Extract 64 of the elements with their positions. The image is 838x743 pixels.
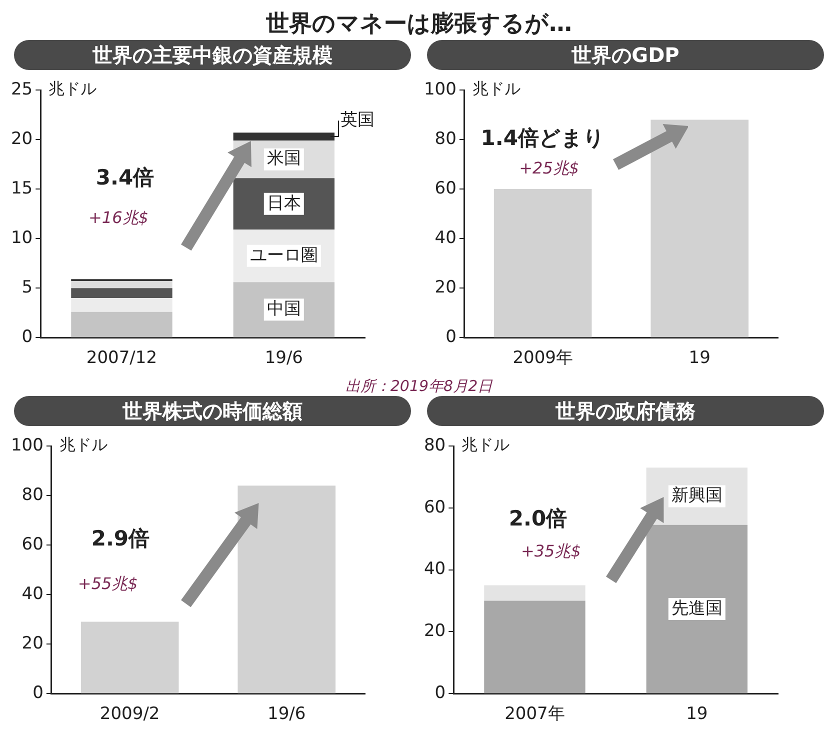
bar (71, 288, 172, 298)
x-tick-label: 19 (686, 704, 708, 724)
chart-title: 世界株式の時価総額 (14, 396, 411, 426)
text: 出所：2019年8月2日 (345, 377, 493, 395)
y-tick-label: 15 (10, 178, 33, 198)
y-axis-title: 兆ドル (59, 435, 108, 454)
bar (484, 585, 586, 601)
y-tick-label: 40 (22, 584, 44, 604)
y-tick-label: 60 (22, 534, 44, 554)
bar (71, 281, 172, 288)
x-tick-label: 2009/2 (100, 704, 160, 724)
y-tick-label: 0 (434, 683, 446, 704)
y-tick-label: 0 (32, 683, 44, 704)
x-tick-label: 19/6 (268, 704, 306, 724)
x-tick-label: 19 (688, 348, 710, 368)
annotation: 3.4倍 (96, 166, 154, 190)
series-label: 英国 (340, 110, 375, 130)
text: 世界のマネーは膨張するが… (265, 10, 573, 39)
y-tick-label: 25 (10, 79, 33, 100)
chart-title: 世界の主要中銀の資産規模 (14, 40, 411, 70)
series-label: 新興国 (671, 486, 722, 506)
series-label: 中国 (266, 299, 301, 320)
bar (71, 298, 172, 312)
y-tick-label: 0 (22, 327, 33, 348)
bar (233, 132, 335, 141)
y-tick-label: 100 (424, 79, 456, 100)
y-tick-label: 20 (424, 621, 446, 642)
y-tick-label: 60 (424, 497, 446, 518)
y-tick-label: 80 (424, 435, 446, 456)
annotation: +35兆$ (520, 542, 581, 561)
annotation: 2.0倍 (508, 506, 568, 531)
y-axis-title: 兆ドル (472, 79, 520, 98)
bar (646, 524, 748, 694)
x-tick-label: 2007/12 (86, 348, 158, 368)
series-label: 日本 (266, 193, 301, 214)
y-tick-label: 20 (434, 278, 456, 298)
y-tick-label: 100 (10, 435, 44, 456)
bar (484, 600, 586, 694)
series-label: 米国 (266, 148, 301, 169)
y-tick-label: 40 (424, 559, 446, 580)
annotation: 1.4倍どまり (480, 126, 605, 150)
y-tick-label: 5 (22, 278, 33, 298)
annotation: +25兆$ (519, 158, 580, 178)
annotation: +55兆$ (78, 574, 138, 593)
y-tick-label: 20 (10, 128, 33, 149)
y-axis-title: 兆ドル (462, 435, 510, 454)
y-tick-label: 10 (10, 228, 33, 248)
y-axis-title: 兆ドル (48, 79, 97, 98)
chart-title: 世界の政府債務 (427, 396, 824, 426)
y-tick-label: 0 (446, 327, 456, 348)
annotation: +16兆$ (88, 208, 148, 227)
series-label: 先進国 (671, 598, 722, 618)
series-label: ユーロ圏 (250, 245, 318, 266)
y-tick-label: 40 (434, 228, 456, 248)
annotation: 2.9倍 (91, 526, 150, 551)
bar (71, 312, 172, 338)
x-tick-label: 2009年 (512, 348, 573, 368)
x-tick-label: 19/6 (264, 348, 303, 368)
x-tick-label: 2007年 (504, 704, 565, 724)
y-tick-label: 60 (434, 178, 456, 198)
y-tick-label: 80 (22, 484, 44, 505)
chart-title: 世界のGDP (427, 40, 824, 70)
y-tick-label: 20 (22, 634, 44, 654)
y-tick-label: 80 (434, 128, 456, 149)
